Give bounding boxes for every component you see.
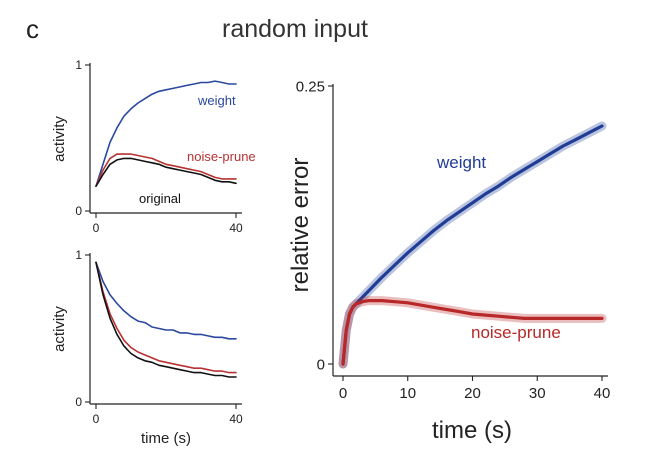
series-label: noise-prune [187, 149, 256, 164]
x-tick-label: 40 [229, 412, 243, 426]
y-axis-label: activity [51, 116, 68, 162]
y-axis-label: relative error [287, 158, 314, 293]
x-tick-label: 30 [529, 385, 546, 402]
x-axis-label: time (s) [432, 417, 512, 444]
bottom-left-activity-chart: 0 1 0 40 activity time (s) [51, 248, 243, 447]
x-axis-label: time (s) [141, 430, 191, 447]
series-line-original [95, 157, 237, 187]
series-line-noise-prune [95, 153, 237, 187]
x-tick-label: 20 [464, 385, 481, 402]
x-tick-label: 40 [594, 385, 611, 402]
x-tick-label: 0 [93, 221, 100, 235]
series-label: noise-prune [471, 323, 561, 342]
series-line-noise-prune [341, 299, 604, 366]
series-line-series-2 [95, 261, 237, 378]
y-tick-label: 1 [75, 248, 82, 262]
y-tick-label: 0 [75, 204, 82, 218]
y-tick-label: 0 [75, 395, 82, 409]
x-tick-label: 0 [93, 412, 100, 426]
y-tick-label: 0 [317, 356, 325, 373]
series-line-series-1 [95, 261, 237, 374]
y-tick-label: 1 [75, 58, 82, 72]
relative-error-chart: 0 0.25 0 10 20 30 40 relative error time (s) weig… [287, 78, 610, 444]
x-tick-label: 0 [339, 385, 347, 402]
x-tick-label: 40 [229, 221, 243, 235]
series-label: weight [436, 153, 486, 172]
y-axis-label: activity [51, 306, 68, 352]
y-tick-label: 0.25 [296, 78, 325, 95]
x-tick-label: 10 [399, 385, 416, 402]
top-left-activity-chart: 0 1 0 40 activity weight noise-prune original [51, 58, 256, 235]
panel-letter: c [26, 14, 39, 44]
series-label: weight [197, 93, 236, 108]
series-line-weight [95, 80, 237, 187]
figure-title: random input [222, 15, 368, 43]
series-line-series-0 [95, 261, 237, 340]
series-label: original [139, 191, 181, 206]
